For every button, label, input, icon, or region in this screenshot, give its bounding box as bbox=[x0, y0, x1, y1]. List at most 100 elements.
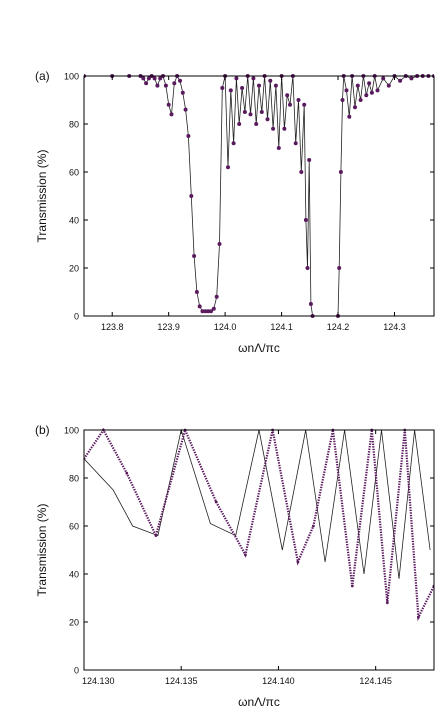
data-point bbox=[169, 112, 174, 117]
data-point bbox=[152, 76, 157, 81]
data-point bbox=[385, 601, 389, 605]
data-point bbox=[265, 117, 270, 122]
data-point bbox=[364, 93, 369, 98]
y-tick-label: 0 bbox=[74, 312, 79, 322]
data-point bbox=[369, 90, 374, 95]
y-tick-label: 100 bbox=[64, 72, 79, 82]
data-point bbox=[347, 114, 352, 119]
series-0 bbox=[84, 428, 431, 579]
x-tick-label: 124.135 bbox=[165, 676, 198, 686]
data-point bbox=[244, 553, 247, 557]
data-point bbox=[367, 81, 372, 86]
data-point bbox=[340, 98, 345, 102]
x-tick-label: 124.2 bbox=[327, 322, 350, 332]
y-axis-label: Transmission (%) bbox=[35, 504, 49, 597]
data-point bbox=[209, 309, 213, 314]
data-point bbox=[228, 88, 233, 93]
data-point bbox=[303, 218, 308, 222]
y-tick-label: 60 bbox=[69, 522, 79, 532]
data-point bbox=[183, 107, 188, 112]
x-axis-label: ωnΛ/πc bbox=[238, 341, 280, 355]
series-line bbox=[84, 428, 434, 622]
data-point bbox=[285, 93, 290, 98]
data-point bbox=[259, 110, 264, 114]
data-point bbox=[386, 83, 391, 88]
data-point bbox=[180, 90, 185, 95]
data-point bbox=[302, 102, 307, 107]
data-point bbox=[125, 471, 129, 475]
data-point bbox=[194, 290, 199, 294]
y-tick-label: 100 bbox=[64, 426, 79, 436]
data-point bbox=[237, 122, 242, 126]
data-point bbox=[251, 76, 256, 81]
data-point bbox=[282, 126, 287, 131]
data-point bbox=[214, 500, 218, 504]
x-tick-label: 124.3 bbox=[383, 322, 406, 332]
data-point bbox=[337, 266, 342, 270]
y-tick-label: 80 bbox=[69, 120, 79, 130]
data-point bbox=[214, 294, 219, 299]
data-point bbox=[206, 309, 211, 314]
data-point bbox=[288, 102, 292, 107]
series-line bbox=[84, 75, 434, 317]
y-tick-label: 40 bbox=[69, 216, 79, 226]
panel-label: (b) bbox=[35, 423, 50, 437]
y-tick-label: 0 bbox=[74, 666, 79, 676]
y-tick-label: 80 bbox=[69, 474, 79, 484]
x-tick-label: 123.8 bbox=[101, 322, 124, 332]
y-tick-label: 60 bbox=[69, 168, 79, 178]
y-axis-label: Transmission (%) bbox=[35, 150, 49, 243]
data-point bbox=[355, 83, 360, 88]
data-point bbox=[257, 83, 261, 88]
data-point bbox=[231, 141, 236, 146]
panel-b: (b) 0 20 40 60 80 100 124.130 124.135 124.140 124.… bbox=[35, 423, 435, 708]
data-point bbox=[197, 304, 202, 309]
data-point bbox=[308, 302, 313, 306]
data-point bbox=[307, 158, 312, 162]
data-point bbox=[155, 83, 160, 88]
x-tick-label: 124.130 bbox=[82, 676, 115, 686]
data-point bbox=[296, 98, 301, 102]
plot-frame bbox=[83, 75, 435, 317]
data-point bbox=[417, 615, 420, 619]
data-point bbox=[338, 170, 343, 174]
data-point bbox=[254, 122, 259, 126]
data-point bbox=[344, 88, 349, 93]
series-line bbox=[84, 428, 431, 579]
data-point bbox=[211, 306, 216, 311]
x-tick-label: 124.140 bbox=[262, 676, 295, 686]
data-point bbox=[200, 309, 205, 314]
data-point bbox=[312, 524, 315, 528]
data-point bbox=[234, 76, 239, 81]
plot-frame bbox=[83, 429, 435, 671]
panel-a: (a) 0 20 40 60 80 100 123.8 123.9 124.0 124.1 124.2… bbox=[35, 69, 435, 355]
data-point bbox=[299, 170, 304, 174]
data-point bbox=[358, 98, 363, 102]
data-point bbox=[220, 86, 225, 90]
data-point bbox=[154, 534, 158, 537]
data-point bbox=[178, 78, 182, 83]
data-point bbox=[158, 76, 163, 81]
data-point bbox=[226, 165, 230, 170]
x-tick-label: 124.145 bbox=[359, 676, 392, 686]
data-point bbox=[296, 560, 300, 564]
y-tick-label: 20 bbox=[69, 618, 79, 628]
x-axis-label: ωnΛ/πc bbox=[238, 695, 280, 708]
data-point bbox=[398, 78, 403, 83]
data-point bbox=[381, 76, 386, 81]
x-tick-label: 124.1 bbox=[270, 322, 293, 332]
data-point bbox=[409, 76, 414, 81]
data-point bbox=[172, 81, 177, 86]
data-point bbox=[166, 102, 171, 107]
data-point bbox=[189, 194, 194, 198]
data-point bbox=[240, 86, 245, 90]
data-point bbox=[217, 242, 222, 246]
data-point bbox=[146, 76, 151, 81]
data-point bbox=[186, 134, 191, 138]
series-1 bbox=[84, 428, 434, 622]
data-point bbox=[353, 105, 357, 110]
data-point bbox=[144, 81, 149, 86]
data-point bbox=[375, 88, 380, 93]
data-point bbox=[276, 146, 281, 150]
